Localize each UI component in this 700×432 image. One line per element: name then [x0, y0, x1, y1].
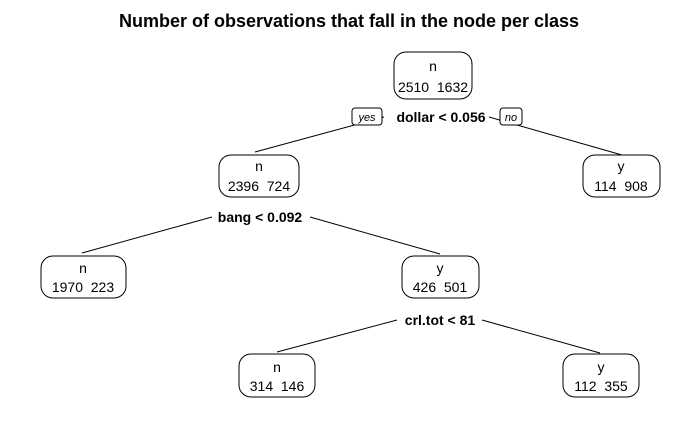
node-class: n: [273, 359, 281, 375]
tree-node-bang-yes: n 1970 223: [40, 255, 127, 299]
node-counts: 112 355: [574, 378, 628, 394]
node-class: y: [598, 359, 605, 375]
node-counts: 2396 724: [228, 178, 290, 194]
tree-node-dollar-yes: n 2396 724: [218, 154, 300, 198]
tree-node-crl-yes: n 314 146: [238, 353, 316, 398]
edge-bang-left: [81, 216, 213, 254]
node-counts: 426 501: [413, 279, 468, 295]
node-counts: 114 908: [594, 178, 648, 194]
node-counts: 1970 223: [52, 279, 114, 295]
tree-node-crl-no: y 112 355: [562, 353, 640, 398]
node-class: y: [437, 260, 444, 276]
node-counts: 2510 1632: [398, 79, 468, 95]
split-label-bang: bang < 0.092: [218, 209, 303, 225]
no-branch-box: no: [499, 107, 523, 126]
node-class: n: [429, 58, 437, 74]
node-class: y: [618, 158, 625, 174]
node-class: n: [255, 158, 263, 174]
split-label-crl-tot: crl.tot < 81: [405, 312, 476, 328]
diagram-title: Number of observations that fall in the …: [119, 11, 579, 31]
tree-node-bang-no: y 426 501: [401, 255, 480, 299]
tree-node-root: n 2510 1632: [393, 51, 473, 100]
no-branch-label: no: [505, 112, 517, 124]
tree-node-dollar-no: y 114 908: [582, 154, 661, 198]
edge-crl-left: [276, 319, 398, 353]
edge-crl-right: [481, 319, 601, 354]
tree-edges: [81, 116, 623, 354]
edge-bang-right: [309, 216, 441, 255]
node-class: n: [79, 260, 87, 276]
split-label-dollar: dollar < 0.056: [396, 109, 485, 125]
yes-branch-label: yes: [357, 112, 376, 124]
node-counts: 314 146: [250, 378, 305, 394]
yes-branch-box: yes: [351, 107, 383, 126]
